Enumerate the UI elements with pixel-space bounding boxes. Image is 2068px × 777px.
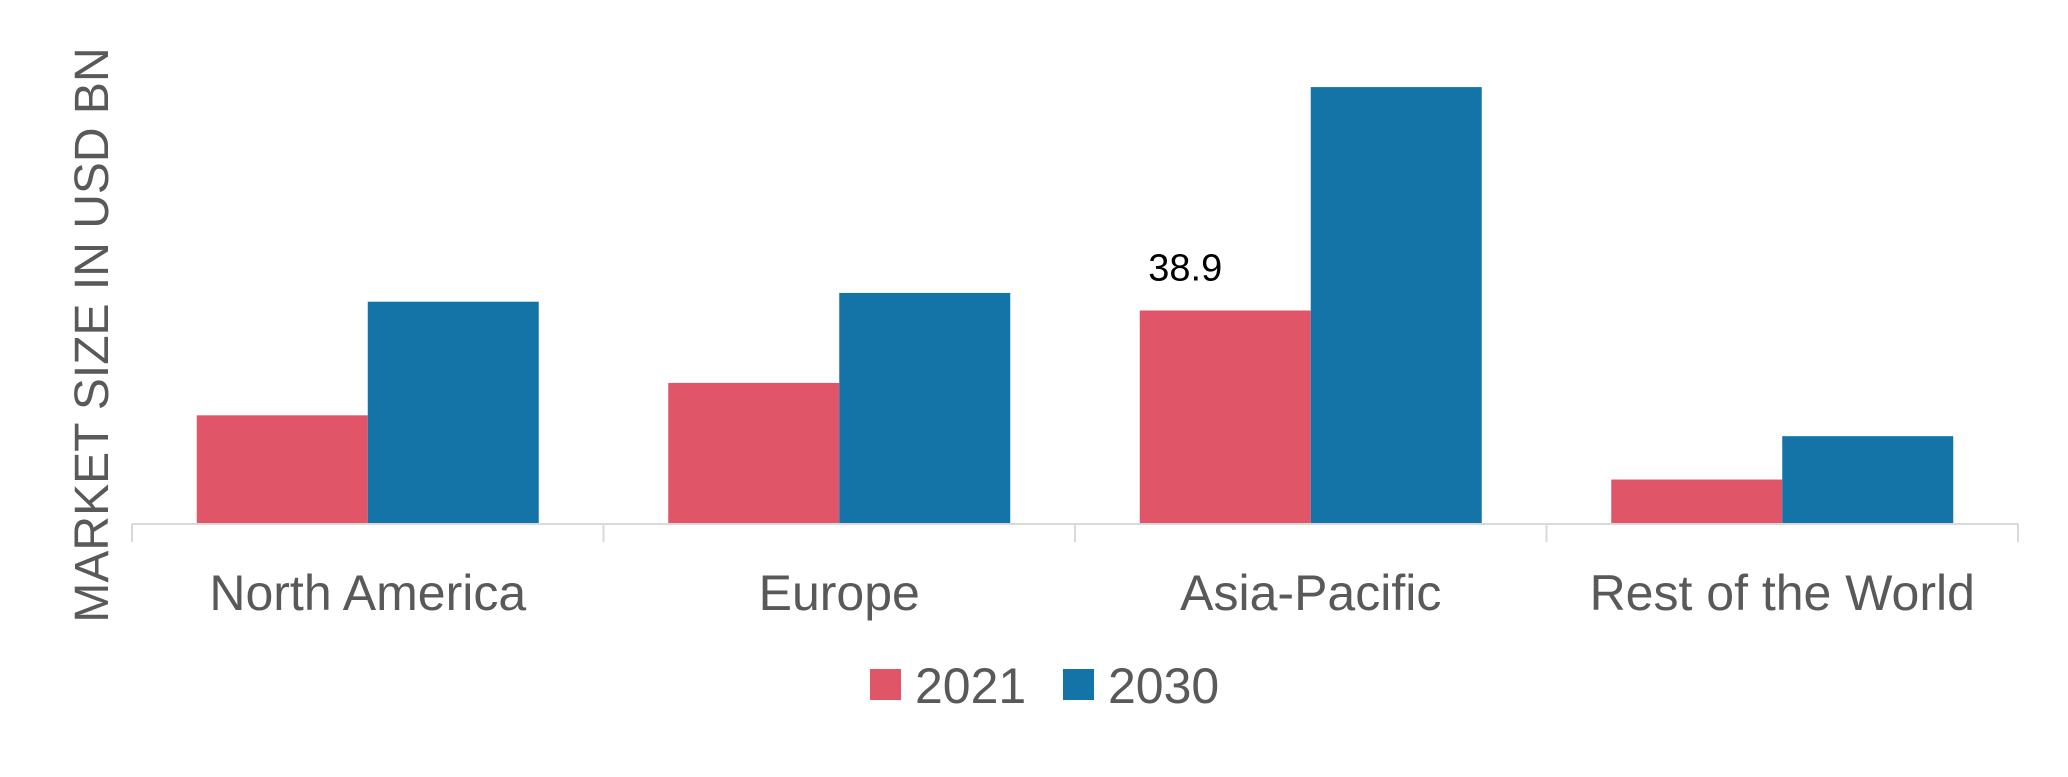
x-tick-labels: North America Europe Asia-Pacific Rest of t… (209, 565, 1975, 621)
legend-swatch-2021 (870, 669, 901, 700)
x-tick-label: Asia-Pacific (1180, 565, 1441, 621)
x-tick-label: Europe (759, 565, 920, 621)
bar-2030-rest-of-the-world (1782, 436, 1954, 524)
bars-group (196, 87, 1954, 524)
legend-label-2030: 2030 (1108, 658, 1219, 714)
data-labels: 38.9 (1148, 247, 1222, 289)
bar-2021-asia-pacific (1139, 310, 1311, 524)
legend-swatch-2030 (1063, 669, 1094, 700)
y-axis-title: MARKET SIZE IN USD BN (66, 47, 119, 622)
legend-label-2021: 2021 (915, 658, 1026, 714)
data-label: 38.9 (1148, 247, 1222, 289)
y-axis-title-group: MARKET SIZE IN USD BN (66, 47, 119, 622)
bar-2021-rest-of-the-world (1611, 479, 1783, 524)
bar-2021-north-america (196, 415, 368, 524)
bar-2030-asia-pacific (1310, 87, 1482, 524)
x-tick-label: Rest of the World (1590, 565, 1975, 621)
x-tick-label: North America (209, 565, 526, 621)
bar-2021-europe (668, 382, 840, 524)
x-axis (131, 523, 2019, 542)
bar-2030-europe (839, 292, 1011, 524)
legend: 2021 2030 (870, 658, 1219, 714)
bar-2030-north-america (367, 301, 539, 524)
